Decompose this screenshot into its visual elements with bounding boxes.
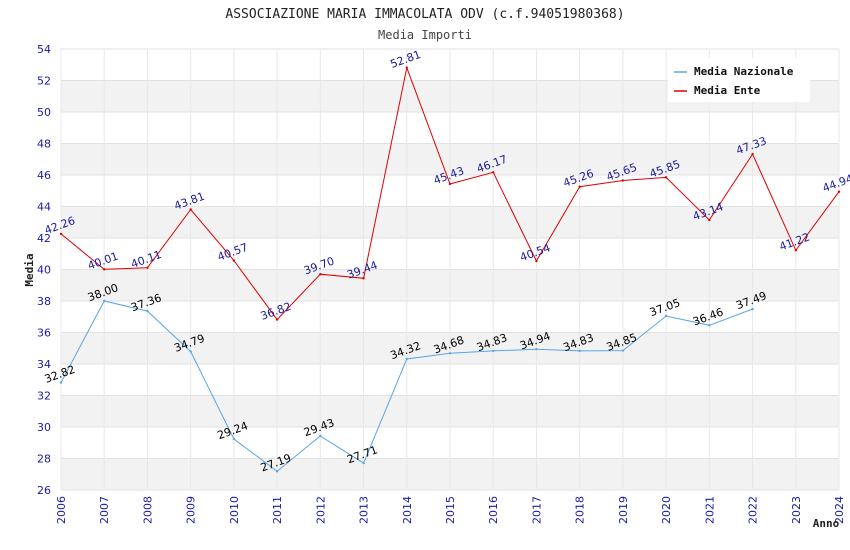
y-tick-label: 32 bbox=[37, 390, 51, 403]
data-point bbox=[578, 349, 581, 353]
data-point bbox=[621, 349, 625, 352]
data-point bbox=[146, 309, 149, 313]
data-point bbox=[232, 259, 236, 262]
x-tick-label: 2010 bbox=[228, 496, 241, 524]
series-lines bbox=[59, 65, 841, 473]
x-tick-label: 2006 bbox=[55, 496, 68, 524]
data-point bbox=[405, 357, 408, 361]
data-point bbox=[664, 176, 668, 179]
data-point bbox=[492, 349, 495, 353]
x-tick-label: 2020 bbox=[660, 496, 673, 524]
x-tick-label: 2013 bbox=[358, 496, 371, 524]
y-tick-label: 30 bbox=[37, 421, 51, 434]
y-tick-label: 28 bbox=[37, 453, 51, 466]
data-point bbox=[59, 381, 63, 384]
grid-bands bbox=[60, 48, 840, 491]
y-tick-label: 34 bbox=[37, 358, 51, 371]
data-point bbox=[837, 190, 841, 193]
data-point bbox=[492, 171, 495, 174]
y-tick-label: 42 bbox=[37, 232, 51, 245]
data-point bbox=[664, 314, 668, 318]
x-tick-label: 2011 bbox=[271, 496, 284, 524]
x-tick-label: 2016 bbox=[487, 496, 500, 524]
x-tick-label: 2019 bbox=[617, 496, 630, 524]
x-tick-label: 2012 bbox=[314, 496, 327, 524]
y-axis-ticks: 26 28 30 32 34 36 38 40 42 44 46 48 50 52 54 bbox=[37, 43, 51, 497]
data-point bbox=[448, 182, 452, 186]
data-point bbox=[578, 185, 581, 188]
data-point bbox=[448, 352, 452, 355]
data-point bbox=[319, 273, 322, 276]
y-tick-label: 50 bbox=[37, 106, 51, 119]
x-tick-label: 2017 bbox=[530, 496, 543, 524]
chart-title: ASSOCIAZIONE MARIA IMMACOLATA ODV (c.f.9… bbox=[225, 7, 624, 22]
x-tick-label: 2022 bbox=[747, 496, 760, 524]
data-point bbox=[59, 232, 63, 236]
data-point bbox=[405, 66, 408, 69]
data-point bbox=[189, 208, 192, 211]
data-point bbox=[751, 152, 754, 156]
y-tick-label: 26 bbox=[37, 484, 51, 497]
data-point bbox=[189, 350, 192, 353]
x-tick-label: 2024 bbox=[833, 496, 846, 524]
data-point bbox=[146, 266, 149, 269]
y-tick-label: 40 bbox=[37, 264, 51, 277]
x-tick-label: 2007 bbox=[98, 496, 111, 524]
y-tick-label: 44 bbox=[37, 201, 51, 214]
data-point bbox=[362, 277, 365, 280]
data-point bbox=[275, 470, 279, 473]
x-tick-label: 2018 bbox=[574, 496, 587, 524]
data-point bbox=[535, 259, 538, 263]
x-tick-label: 2023 bbox=[790, 496, 803, 524]
data-point bbox=[708, 324, 711, 327]
y-tick-label: 38 bbox=[37, 295, 51, 308]
x-tick-label: 2009 bbox=[185, 496, 198, 524]
data-point bbox=[103, 299, 106, 303]
x-tick-label: 2014 bbox=[401, 496, 414, 524]
y-tick-label: 48 bbox=[37, 138, 51, 151]
data-point bbox=[103, 268, 106, 271]
chart-subtitle: Media Importi bbox=[378, 28, 472, 42]
data-point bbox=[362, 461, 365, 465]
data-point bbox=[751, 307, 754, 311]
legend-label-ente: Media Ente bbox=[694, 84, 761, 97]
data-point bbox=[275, 318, 279, 321]
y-tick-label: 54 bbox=[37, 43, 51, 56]
legend-box bbox=[668, 58, 810, 102]
data-point bbox=[319, 434, 322, 438]
y-tick-label: 46 bbox=[37, 169, 51, 182]
x-axis-label: Anno bbox=[813, 517, 840, 530]
data-point bbox=[621, 179, 625, 182]
data-point bbox=[535, 347, 538, 351]
x-tick-label: 2021 bbox=[703, 496, 716, 524]
legend: Media Nazionale Media Ente bbox=[668, 58, 810, 102]
y-tick-label: 52 bbox=[37, 75, 51, 88]
data-point bbox=[794, 249, 797, 252]
x-tick-label: 2015 bbox=[444, 496, 457, 524]
y-axis-label: Media bbox=[23, 253, 36, 286]
y-tick-label: 36 bbox=[37, 327, 51, 340]
legend-label-nazionale: Media Nazionale bbox=[694, 65, 794, 78]
x-tick-label: 2008 bbox=[141, 496, 154, 524]
data-point bbox=[232, 437, 236, 441]
data-point bbox=[708, 218, 711, 222]
x-axis-ticks: 2006 2007 2008 2009 2010 2011 2012 2013 2014 2015… bbox=[55, 496, 846, 524]
